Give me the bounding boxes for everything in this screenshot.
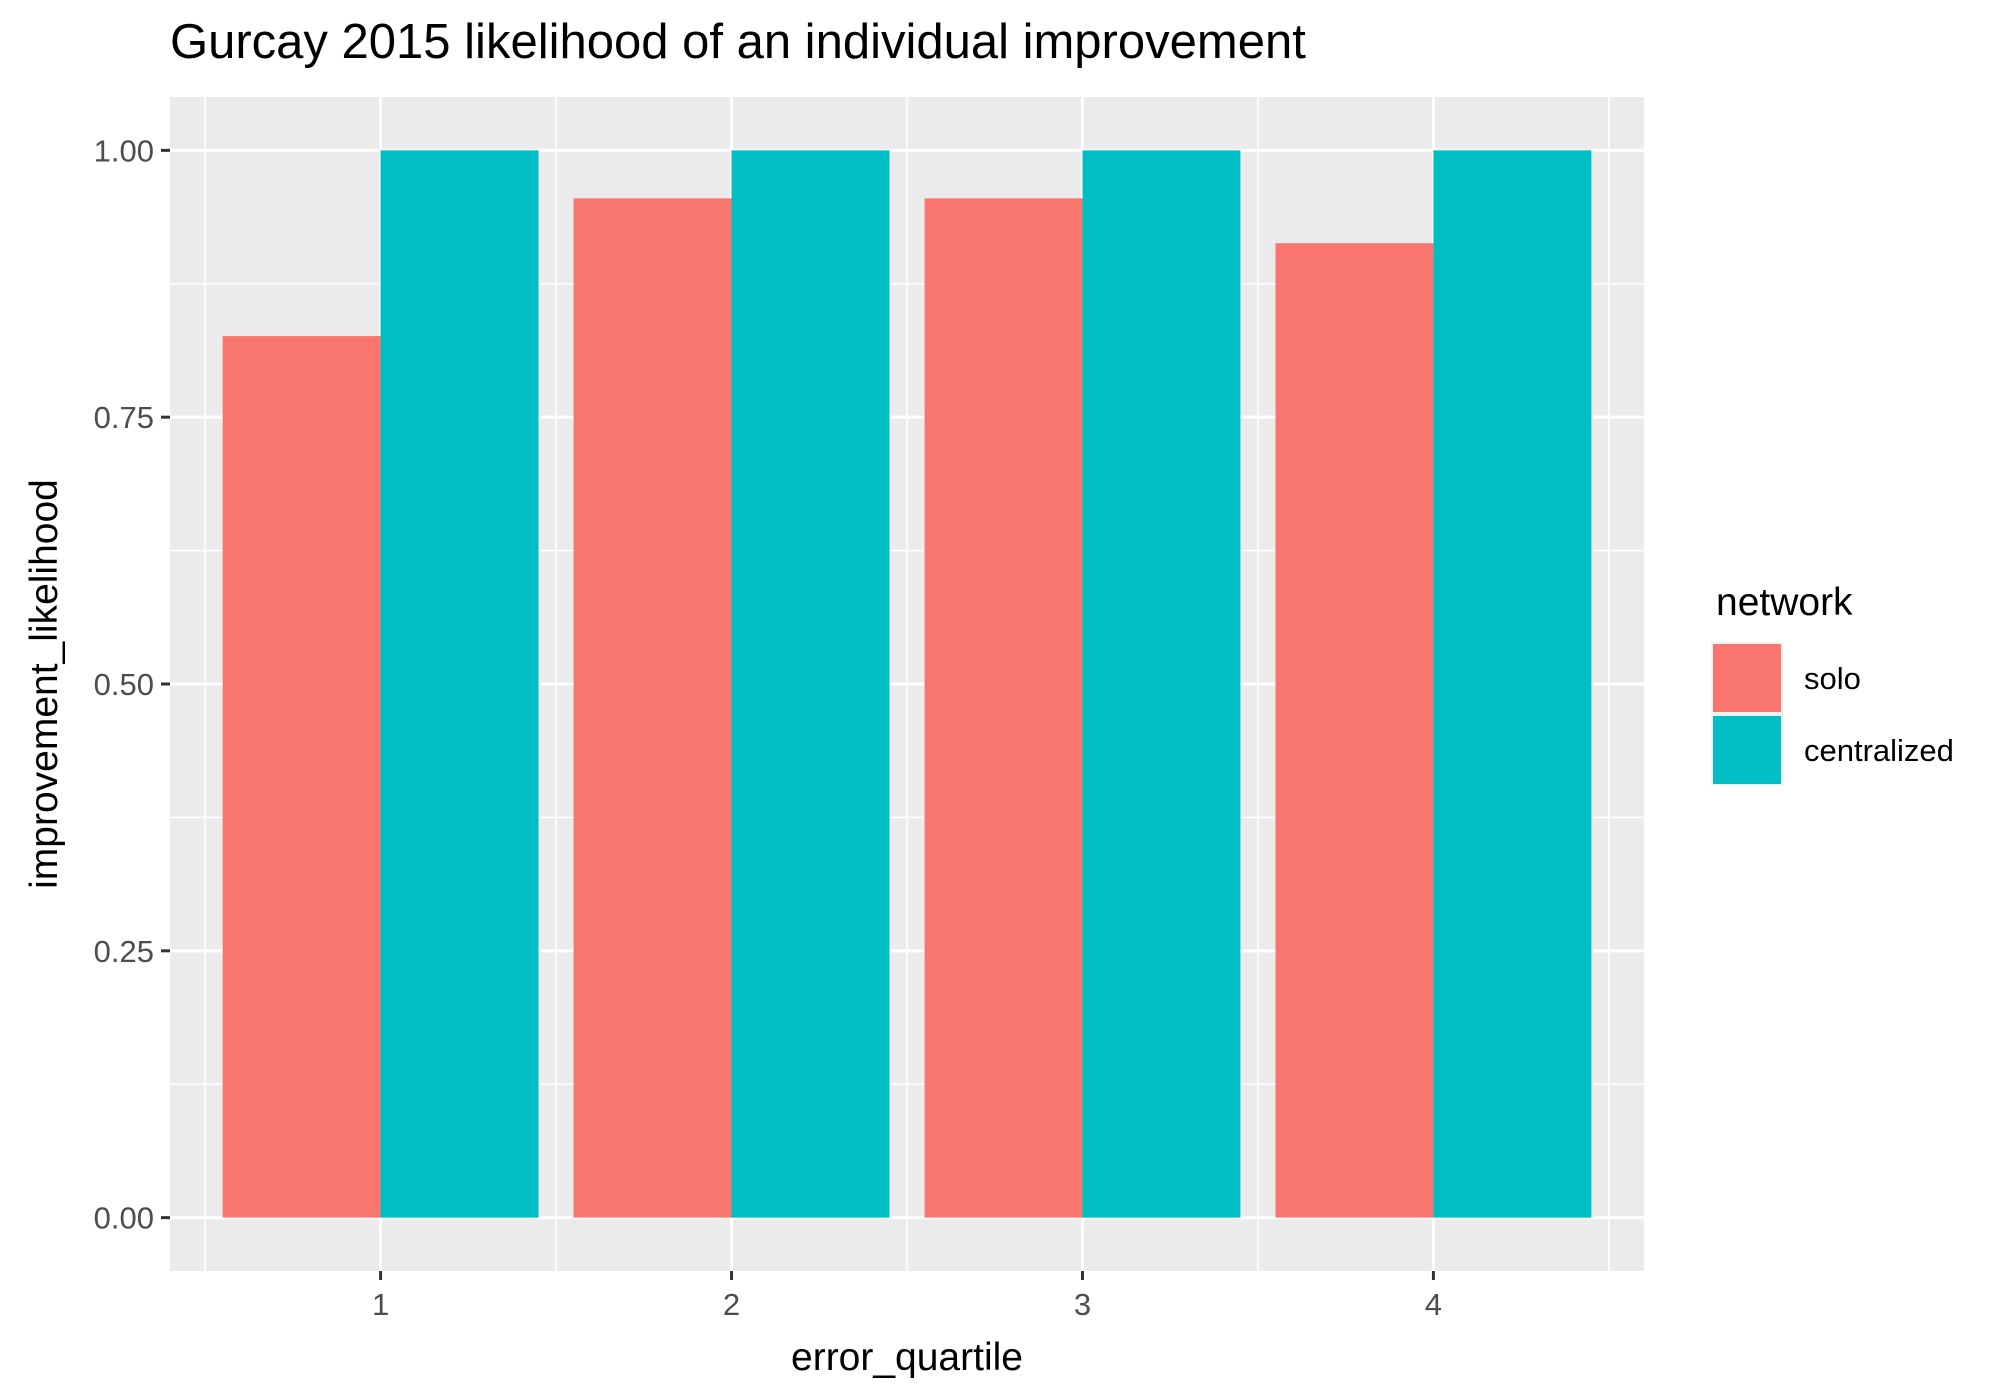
bars-layer bbox=[222, 150, 1592, 1218]
bar-centralized-1 bbox=[380, 150, 539, 1218]
x-axis: 1 2 3 4 bbox=[372, 1271, 1442, 1322]
bar-solo-3 bbox=[924, 198, 1083, 1218]
y-axis-title: improvement_likelihood bbox=[23, 479, 66, 889]
y-tick-label: 0.75 bbox=[94, 400, 154, 435]
y-axis: 0.00 0.25 0.50 0.75 1.00 bbox=[94, 133, 170, 1236]
legend-label-solo: solo bbox=[1804, 661, 1861, 696]
chart-title: Gurcay 2015 likelihood of an individual … bbox=[170, 15, 1306, 69]
legend-key-swatch-centralized bbox=[1713, 716, 1781, 784]
x-axis-title: error_quartile bbox=[791, 1336, 1023, 1379]
legend: network solo centralized bbox=[1711, 581, 1954, 786]
bar-centralized-3 bbox=[1082, 150, 1241, 1218]
y-tick-label: 0.50 bbox=[94, 667, 154, 702]
legend-label-centralized: centralized bbox=[1804, 733, 1954, 768]
x-tick-label: 1 bbox=[372, 1287, 389, 1322]
bar-solo-4 bbox=[1275, 243, 1434, 1218]
legend-items: solo centralized bbox=[1711, 642, 1954, 786]
bar-solo-2 bbox=[573, 198, 732, 1218]
bar-centralized-4 bbox=[1433, 150, 1592, 1218]
y-tick-label: 0.25 bbox=[94, 934, 154, 969]
legend-key-swatch-solo bbox=[1713, 644, 1781, 712]
bar-solo-1 bbox=[222, 336, 381, 1218]
y-tick-label: 1.00 bbox=[94, 133, 154, 168]
x-tick-label: 4 bbox=[1425, 1287, 1442, 1322]
x-tick-label: 2 bbox=[723, 1287, 740, 1322]
bar-centralized-2 bbox=[731, 150, 890, 1218]
y-tick-label: 0.00 bbox=[94, 1201, 154, 1236]
legend-title: network bbox=[1716, 581, 1853, 624]
x-tick-label: 3 bbox=[1074, 1287, 1091, 1322]
